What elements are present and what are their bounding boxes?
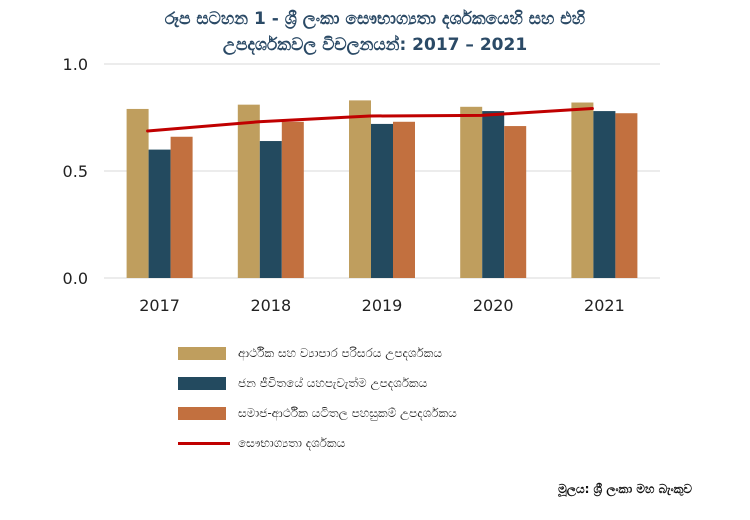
- x-tick-label-2019: 2019: [362, 296, 403, 315]
- chart-legend: ආර්ථික සහ ව්‍යාපාර පරිසරය උපදර්ශකය ජන ජී…: [178, 338, 648, 458]
- legend-swatch-wellbeing: [178, 376, 226, 390]
- chart-plot: 0.0 0.5 1.0 2017 2018 2019 2020 2021: [63, 55, 660, 315]
- bar-s1-2017: [148, 149, 171, 278]
- y-tick-label-1: 0.5: [63, 162, 88, 181]
- bar-s0-2017: [126, 108, 149, 278]
- legend-swatch-economic: [178, 346, 226, 360]
- bar-s2-2021: [615, 113, 638, 278]
- x-tick-label-2018: 2018: [250, 296, 291, 315]
- bar-s2-2020: [504, 126, 527, 278]
- bar-s2-2019: [393, 121, 415, 278]
- bar-s2-2018: [281, 121, 304, 278]
- x-tick-label-2017: 2017: [139, 296, 180, 315]
- bar-s1-2019: [371, 123, 393, 278]
- bar-s1-2018: [259, 141, 282, 278]
- source-note: මූලය: ශ්‍රී ලංකා මහ බැංකුව: [558, 482, 692, 496]
- chart-title-line-2: උපදර්ශකවල විචලනයන්: 2017 – 2021: [222, 35, 528, 55]
- legend-swatch-infrastructure: [178, 406, 226, 420]
- bar-s1-2021: [593, 111, 616, 278]
- legend-item-wellbeing: ජන ජීවිතයේ යහපැවැත්ම උපදර්ශකය: [178, 368, 648, 398]
- bar-s2-2017: [170, 136, 193, 278]
- legend-item-infrastructure: සමාජ-ආර්ථික යටිතල පහසුකම් උපදර්ශකය: [178, 398, 648, 428]
- y-tick-label-0: 0.0: [63, 269, 88, 288]
- legend-item-prosperity-index: සෞභාග්‍යතා දර්ශකය: [178, 428, 648, 458]
- x-tick-label-2021: 2021: [584, 296, 625, 315]
- bar-s0-2018: [237, 104, 260, 278]
- legend-label-prosperity-index: සෞභාග්‍යතා දර්ශකය: [238, 435, 346, 450]
- legend-item-economic: ආර්ථික සහ ව්‍යාපාර පරිසරය උපදර්ශකය: [178, 338, 648, 368]
- chart-title-line-1: රූප සටහන 1 - ශ්‍රී ලංකා සෞභාග්‍යතා දර්ශක…: [164, 9, 586, 29]
- legend-label-wellbeing: ජන ජීවිතයේ යහපැවැත්ම උපදර්ශකය: [238, 375, 428, 390]
- bar-s0-2021: [571, 102, 594, 279]
- legend-label-economic: ආර්ථික සහ ව්‍යාපාර පරිසරය උපදර්ශකය: [238, 345, 443, 360]
- chart-title: රූප සටහන 1 - ශ්‍රී ලංකා සෞභාග්‍යතා දර්ශක…: [0, 6, 750, 58]
- legend-swatch-prosperity-index: [178, 441, 230, 445]
- bar-s0-2019: [349, 100, 371, 278]
- bar-s0-2020: [460, 106, 483, 278]
- x-tick-label-2020: 2020: [473, 296, 514, 315]
- bar-s1-2020: [482, 111, 505, 278]
- legend-label-infrastructure: සමාජ-ආර්ථික යටිතල පහසුකම් උපදර්ශකය: [238, 405, 457, 420]
- y-tick-label-2: 1.0: [63, 55, 88, 74]
